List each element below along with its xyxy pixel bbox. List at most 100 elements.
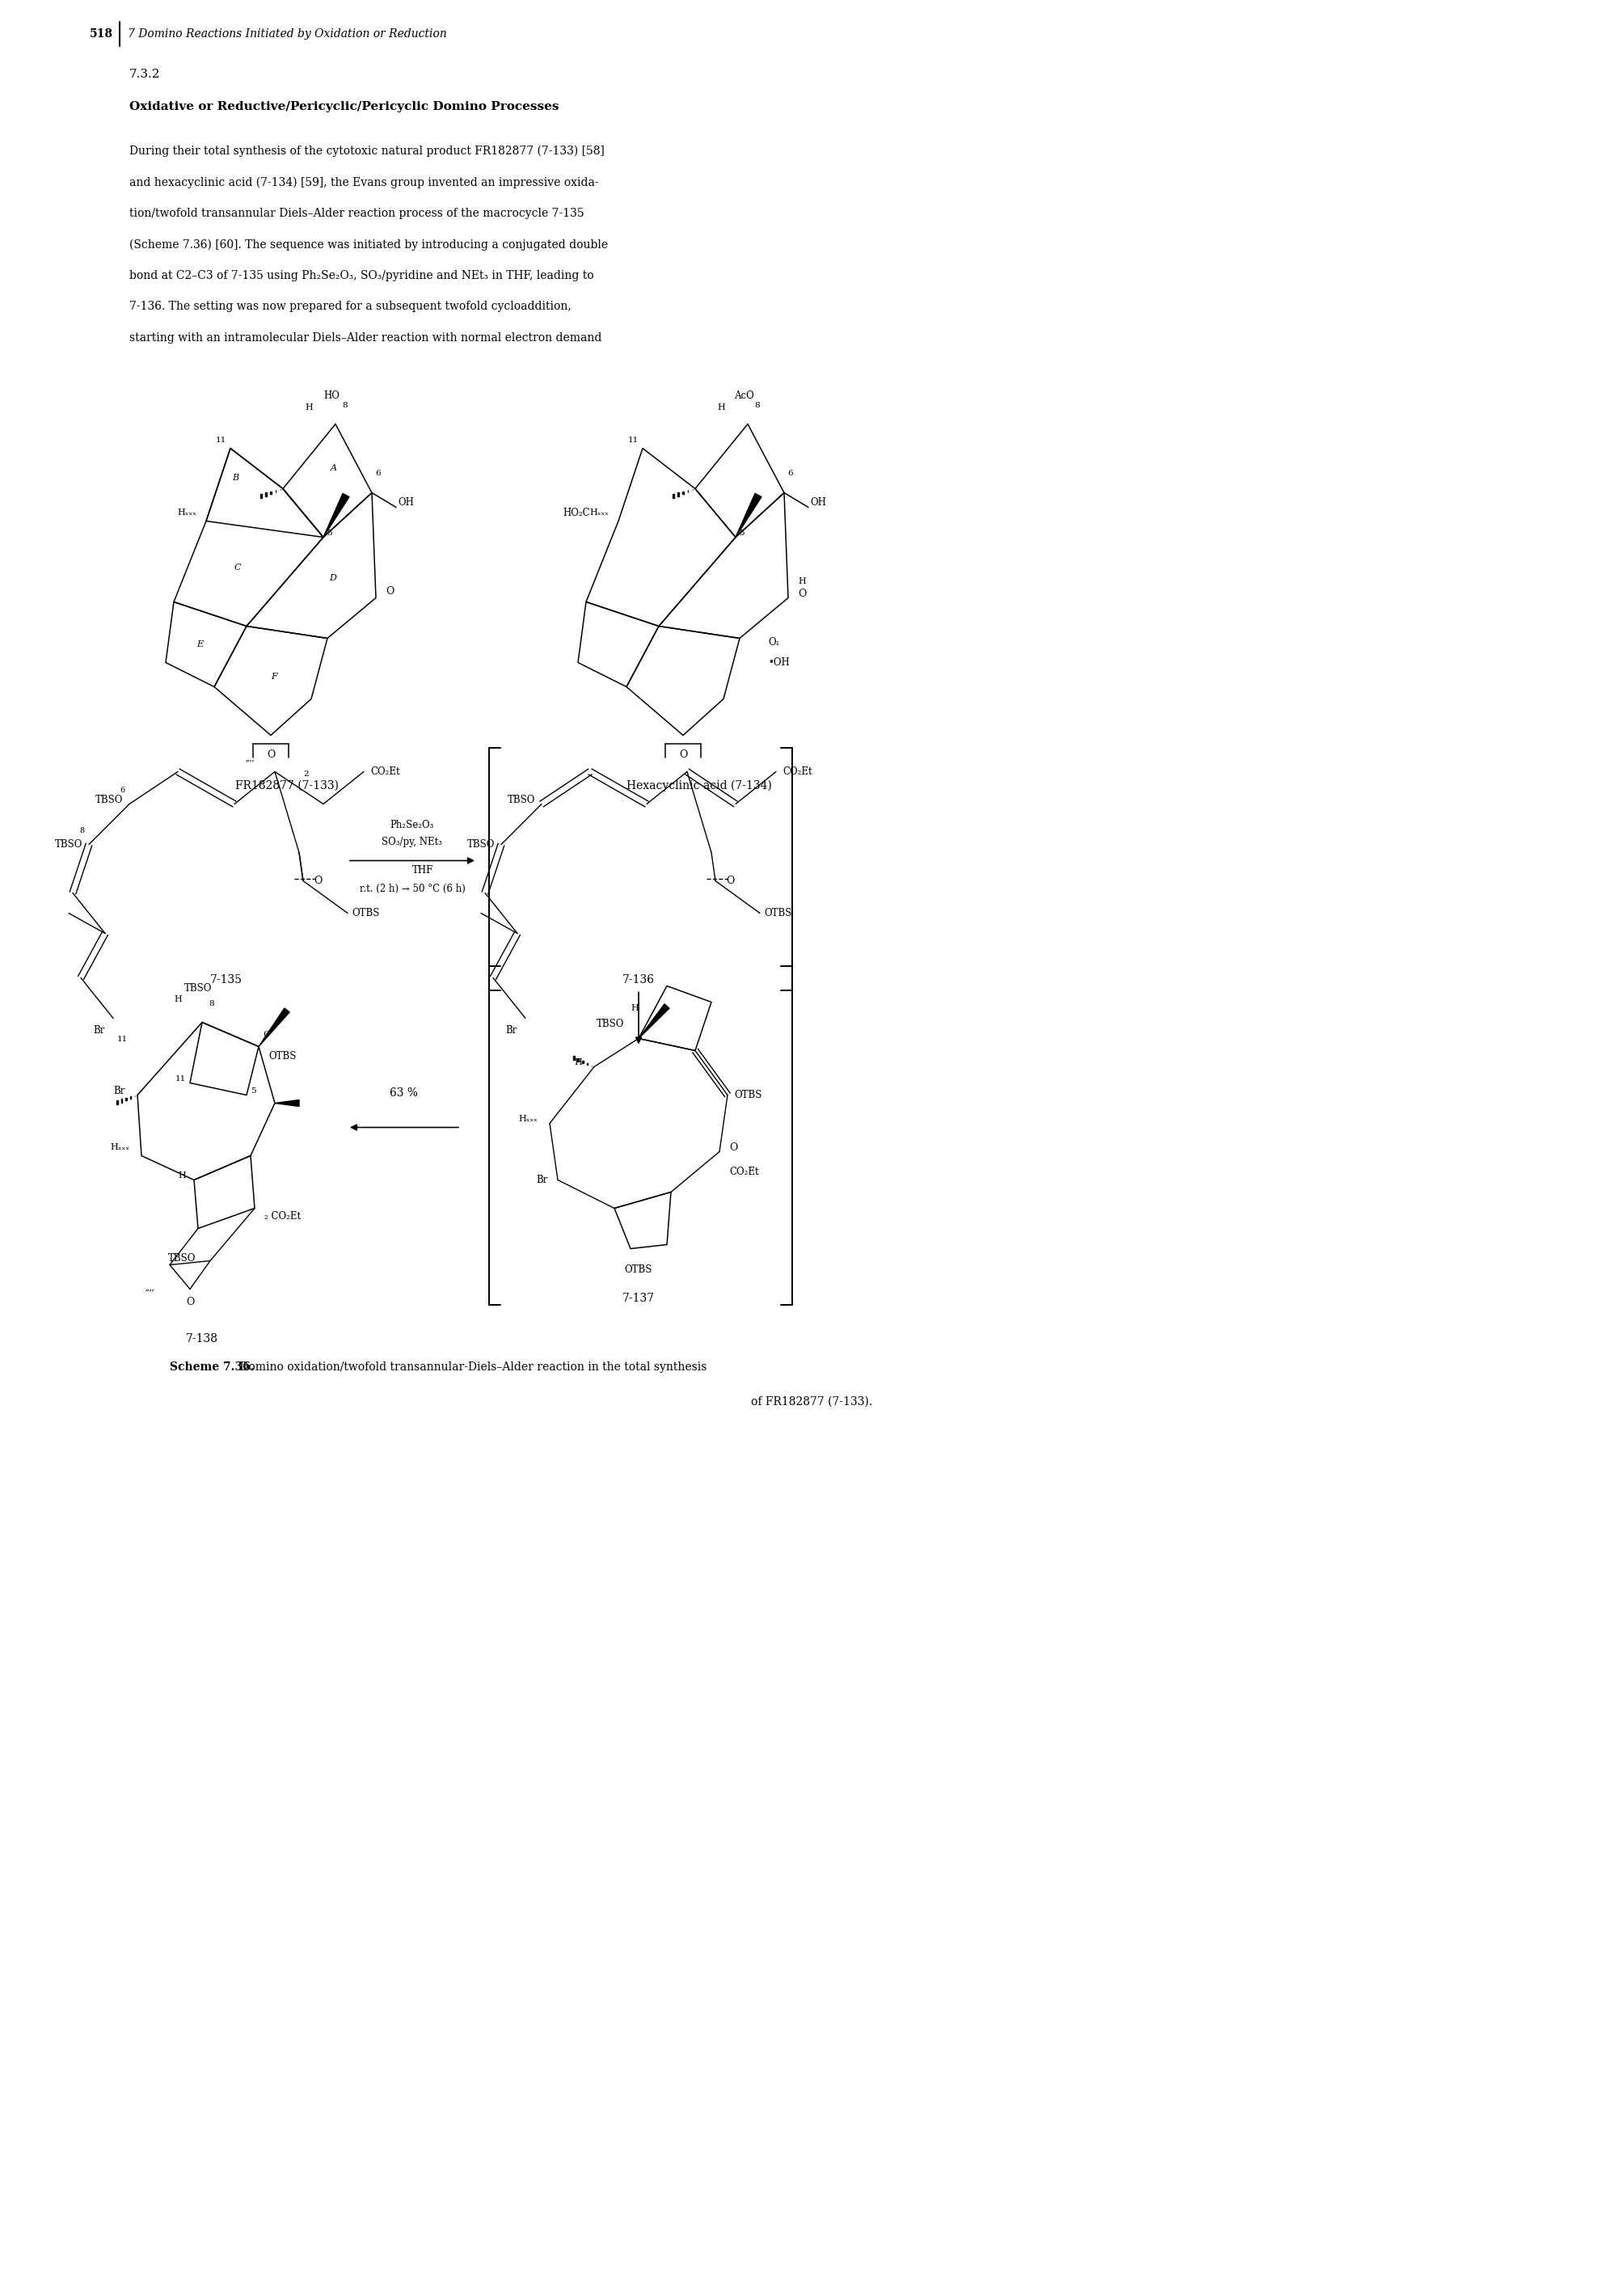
Text: HO: HO <box>323 392 339 401</box>
Text: E: E <box>197 639 203 649</box>
Text: OTBS: OTBS <box>352 908 380 919</box>
Text: H: H <box>179 1171 185 1180</box>
Text: O: O <box>185 1297 195 1309</box>
Text: Domino oxidation/twofold transannular-Diels–Alder reaction in the total synthesi: Domino oxidation/twofold transannular-Di… <box>235 1361 706 1373</box>
Text: of FR182877 (7-133).: of FR182877 (7-133). <box>752 1396 872 1407</box>
Text: Hexacyclinic acid (7-134): Hexacyclinic acid (7-134) <box>627 779 771 791</box>
Text: HO₂C: HO₂C <box>564 509 590 518</box>
Text: 63 %: 63 % <box>390 1089 419 1100</box>
Text: THF: THF <box>412 866 434 876</box>
Text: O: O <box>726 876 734 887</box>
Text: 5: 5 <box>739 529 744 536</box>
Text: ′′′′: ′′′′ <box>245 759 255 770</box>
Polygon shape <box>638 1004 669 1038</box>
Polygon shape <box>274 1100 299 1107</box>
Text: 5: 5 <box>250 1086 257 1096</box>
Text: D: D <box>330 575 336 582</box>
Text: 8: 8 <box>208 1002 214 1008</box>
Text: tion/twofold transannular Diels–Alder reaction process of the macrocycle 7-135: tion/twofold transannular Diels–Alder re… <box>130 209 585 220</box>
Polygon shape <box>258 1008 289 1047</box>
Text: 6: 6 <box>375 470 380 477</box>
Text: OTBS: OTBS <box>625 1265 653 1274</box>
Text: Br: Br <box>114 1086 125 1096</box>
Text: During their total synthesis of the cytotoxic natural product FR182877 (7-133) [: During their total synthesis of the cyto… <box>130 144 604 158</box>
Text: 7-136. The setting was now prepared for a subsequent twofold cycloaddition,: 7-136. The setting was now prepared for … <box>130 300 572 312</box>
Text: Hₓₓₓ: Hₓₓₓ <box>518 1116 538 1123</box>
Text: (Scheme 7.36) [60]. The sequence was initiated by introducing a conjugated doubl: (Scheme 7.36) [60]. The sequence was ini… <box>130 238 607 250</box>
Text: H: H <box>174 995 182 1004</box>
Text: 7-137: 7-137 <box>622 1293 654 1304</box>
Text: Hₓₓₓ: Hₓₓₓ <box>177 509 197 518</box>
Text: SO₃/py, NEt₃: SO₃/py, NEt₃ <box>382 837 443 848</box>
Text: 6: 6 <box>120 786 125 795</box>
Text: 2: 2 <box>304 770 309 779</box>
Polygon shape <box>573 1057 575 1061</box>
Text: 5: 5 <box>326 529 331 536</box>
Text: CO₂Et: CO₂Et <box>370 766 400 777</box>
Text: 8: 8 <box>754 401 760 410</box>
Text: O: O <box>313 876 322 887</box>
Text: O: O <box>385 587 395 596</box>
Text: O: O <box>797 589 806 598</box>
Text: B: B <box>232 474 239 481</box>
Text: TBSO: TBSO <box>507 795 536 804</box>
Text: starting with an intramolecular Diels–Alder reaction with normal electron demand: starting with an intramolecular Diels–Al… <box>130 332 603 344</box>
Text: bond at C2–C3 of 7-135 using Ph₂Se₂O₃, SO₃/pyridine and NEt₃ in THF, leading to: bond at C2–C3 of 7-135 using Ph₂Se₂O₃, S… <box>130 270 594 282</box>
Text: 11: 11 <box>216 438 226 445</box>
Text: FR182877 (7-133): FR182877 (7-133) <box>235 779 339 791</box>
Text: O₁: O₁ <box>768 637 780 649</box>
Text: 11: 11 <box>117 1036 128 1043</box>
Text: H: H <box>305 403 313 413</box>
Text: OTBS: OTBS <box>734 1089 762 1100</box>
Text: Br: Br <box>536 1176 547 1185</box>
Text: TBSO: TBSO <box>468 839 495 850</box>
Text: 6: 6 <box>263 1031 268 1038</box>
Text: 518: 518 <box>89 28 114 39</box>
Text: 11: 11 <box>175 1075 185 1082</box>
Text: OH: OH <box>398 497 414 509</box>
Text: H: H <box>575 1059 581 1066</box>
Text: Br: Br <box>94 1025 106 1036</box>
Text: 8: 8 <box>343 401 348 410</box>
Text: 7 Domino Reactions Initiated by Oxidation or Reduction: 7 Domino Reactions Initiated by Oxidatio… <box>128 28 447 39</box>
Text: OTBS: OTBS <box>763 908 791 919</box>
Text: Hₓₓₓ: Hₓₓₓ <box>590 509 609 518</box>
Text: CO₂Et: CO₂Et <box>783 766 812 777</box>
Text: TBSO: TBSO <box>55 839 83 850</box>
Text: 7-138: 7-138 <box>185 1334 218 1345</box>
Text: 8: 8 <box>80 827 84 834</box>
Text: Oxidative or Reductive/Pericyclic/Pericyclic Domino Processes: Oxidative or Reductive/Pericyclic/Pericy… <box>130 101 559 112</box>
Text: AcO: AcO <box>734 392 754 401</box>
Text: and hexacyclinic acid (7-134) [59], the Evans group invented an impressive oxida: and hexacyclinic acid (7-134) [59], the … <box>130 176 599 188</box>
Text: Br: Br <box>505 1025 518 1036</box>
Text: O: O <box>266 749 274 761</box>
Text: 7-135: 7-135 <box>209 974 242 986</box>
Text: C: C <box>234 564 240 571</box>
Text: TBSO: TBSO <box>184 983 213 995</box>
Polygon shape <box>736 493 762 536</box>
Text: TBSO: TBSO <box>596 1018 624 1029</box>
Text: •OH: •OH <box>768 658 789 667</box>
Text: TBSO: TBSO <box>167 1254 197 1263</box>
Text: O: O <box>679 749 687 761</box>
Text: 7-136: 7-136 <box>622 974 654 986</box>
Text: Ph₂Se₂O₃: Ph₂Se₂O₃ <box>390 818 434 830</box>
Text: TBSO: TBSO <box>96 795 123 804</box>
Polygon shape <box>117 1100 119 1105</box>
Text: 6: 6 <box>788 470 793 477</box>
Text: H: H <box>630 1004 638 1013</box>
Text: A: A <box>331 465 338 472</box>
Text: ₂ CO₂Et: ₂ CO₂Et <box>265 1210 300 1222</box>
Text: CO₂Et: CO₂Et <box>729 1167 758 1178</box>
Text: OTBS: OTBS <box>268 1052 296 1061</box>
Text: Hₓₓₓ: Hₓₓₓ <box>110 1144 130 1151</box>
Text: 7.3.2: 7.3.2 <box>130 69 161 80</box>
Text: Scheme 7.36.: Scheme 7.36. <box>171 1361 255 1373</box>
Text: F: F <box>271 674 278 681</box>
Text: 11: 11 <box>628 438 638 445</box>
Text: O: O <box>729 1141 737 1153</box>
Polygon shape <box>323 493 349 536</box>
Text: OH: OH <box>810 497 827 509</box>
Text: H: H <box>797 578 806 587</box>
Text: H: H <box>718 403 724 413</box>
